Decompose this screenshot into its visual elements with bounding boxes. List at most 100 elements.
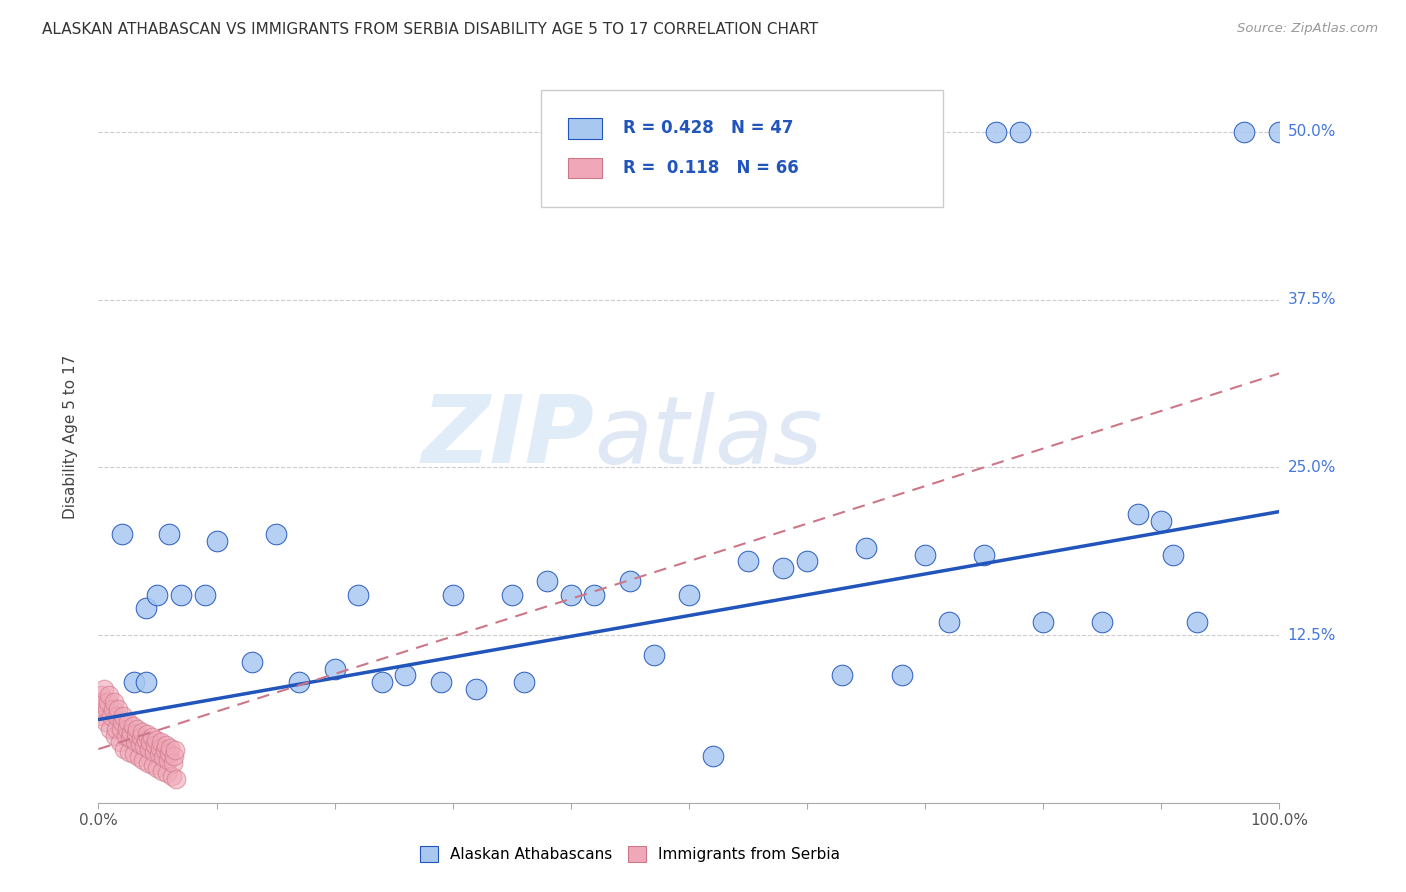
- Text: R =  0.118   N = 66: R = 0.118 N = 66: [623, 159, 799, 177]
- Point: [105, 708, 128, 723]
- Point: [91, 708, 114, 723]
- FancyBboxPatch shape: [541, 90, 943, 207]
- Point: [157, 746, 180, 760]
- Point: [145, 732, 167, 747]
- Point: [135, 675, 157, 690]
- Point: [146, 761, 169, 775]
- Point: [138, 742, 160, 756]
- Point: [501, 588, 523, 602]
- Point: [129, 730, 152, 744]
- Point: [107, 702, 129, 716]
- Point: [141, 730, 163, 744]
- Point: [97, 695, 120, 709]
- Point: [135, 601, 157, 615]
- Point: [441, 588, 464, 602]
- Point: [136, 756, 159, 770]
- Point: [91, 695, 114, 709]
- Point: [150, 735, 173, 749]
- Point: [831, 668, 853, 682]
- Point: [101, 702, 124, 716]
- Point: [394, 668, 416, 682]
- Point: [512, 675, 534, 690]
- Point: [135, 727, 157, 741]
- Point: [134, 739, 156, 754]
- Point: [98, 722, 121, 736]
- Point: [143, 738, 166, 752]
- Point: [194, 588, 217, 602]
- Text: ZIP: ZIP: [422, 391, 595, 483]
- Text: ALASKAN ATHABASCAN VS IMMIGRANTS FROM SERBIA DISABILITY AGE 5 TO 17 CORRELATION : ALASKAN ATHABASCAN VS IMMIGRANTS FROM SE…: [42, 22, 818, 37]
- Point: [157, 753, 180, 767]
- Point: [103, 695, 125, 709]
- Point: [127, 722, 149, 736]
- Point: [121, 719, 143, 733]
- Text: 50.0%: 50.0%: [1288, 124, 1336, 139]
- Point: [142, 745, 165, 759]
- Point: [89, 702, 111, 716]
- Text: 37.5%: 37.5%: [1288, 292, 1336, 307]
- Point: [157, 527, 180, 541]
- FancyBboxPatch shape: [568, 118, 602, 138]
- Point: [155, 738, 177, 752]
- Point: [347, 588, 370, 602]
- Point: [142, 758, 165, 772]
- FancyBboxPatch shape: [568, 158, 602, 178]
- Point: [890, 668, 912, 682]
- Point: [165, 772, 187, 786]
- Point: [163, 748, 186, 763]
- Point: [131, 724, 153, 739]
- Point: [583, 588, 606, 602]
- Point: [1008, 125, 1031, 139]
- Point: [111, 527, 134, 541]
- Point: [240, 655, 263, 669]
- Point: [120, 731, 142, 746]
- Point: [124, 734, 146, 748]
- Point: [162, 756, 184, 770]
- Point: [643, 648, 665, 662]
- Point: [938, 615, 960, 629]
- Point: [1032, 615, 1054, 629]
- Point: [111, 715, 134, 730]
- Point: [90, 689, 112, 703]
- Point: [619, 574, 641, 589]
- Point: [1126, 508, 1149, 522]
- Point: [984, 125, 1007, 139]
- Point: [323, 662, 346, 676]
- Point: [96, 702, 118, 716]
- Point: [1233, 125, 1256, 139]
- Point: [149, 740, 172, 755]
- Point: [118, 745, 141, 759]
- Point: [135, 732, 157, 747]
- Point: [796, 554, 818, 568]
- Y-axis label: Disability Age 5 to 17: Disability Age 5 to 17: [63, 355, 77, 519]
- Point: [165, 743, 187, 757]
- Point: [737, 554, 759, 568]
- Point: [117, 715, 139, 730]
- Point: [160, 769, 183, 783]
- Point: [108, 735, 131, 749]
- Point: [1268, 125, 1291, 139]
- Point: [152, 750, 174, 764]
- Point: [1150, 514, 1173, 528]
- Point: [170, 588, 193, 602]
- Point: [104, 729, 127, 743]
- Point: [125, 727, 148, 741]
- Point: [146, 588, 169, 602]
- Point: [678, 588, 700, 602]
- Point: [115, 722, 138, 736]
- Point: [139, 735, 162, 749]
- Legend: Alaskan Athabascans, Immigrants from Serbia: Alaskan Athabascans, Immigrants from Ser…: [413, 840, 846, 868]
- Text: atlas: atlas: [595, 392, 823, 483]
- Point: [148, 747, 170, 762]
- Point: [122, 675, 145, 690]
- Point: [702, 748, 724, 763]
- Point: [121, 726, 143, 740]
- Point: [110, 722, 132, 736]
- Point: [560, 588, 582, 602]
- Point: [128, 737, 150, 751]
- Text: 25.0%: 25.0%: [1288, 459, 1336, 475]
- Point: [122, 747, 145, 762]
- Point: [105, 722, 128, 736]
- Point: [914, 548, 936, 562]
- Point: [156, 766, 179, 780]
